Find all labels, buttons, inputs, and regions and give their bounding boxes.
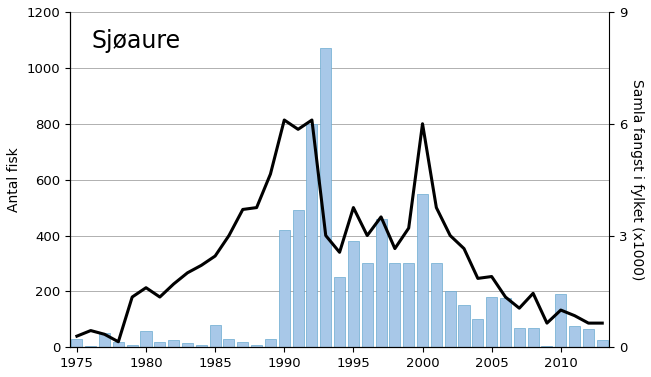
Bar bbox=[113, 342, 124, 347]
Bar bbox=[472, 319, 483, 347]
Bar bbox=[182, 343, 193, 347]
Bar bbox=[362, 264, 373, 347]
Bar bbox=[168, 340, 179, 347]
Bar bbox=[445, 291, 456, 347]
Bar bbox=[431, 264, 442, 347]
Text: Sjøaure: Sjøaure bbox=[92, 29, 181, 53]
Bar bbox=[210, 325, 221, 347]
Bar bbox=[376, 219, 387, 347]
Bar bbox=[555, 294, 566, 347]
Bar bbox=[458, 305, 469, 347]
Bar bbox=[542, 346, 553, 347]
Bar bbox=[196, 345, 207, 347]
Bar bbox=[569, 326, 580, 347]
Y-axis label: Antal fisk: Antal fisk bbox=[7, 147, 21, 212]
Bar bbox=[500, 299, 511, 347]
Bar bbox=[334, 277, 345, 347]
Bar bbox=[486, 297, 497, 347]
Bar bbox=[141, 331, 152, 347]
Bar bbox=[127, 345, 138, 347]
Bar bbox=[307, 124, 318, 347]
Bar bbox=[348, 241, 359, 347]
Bar bbox=[279, 230, 290, 347]
Bar bbox=[237, 342, 248, 347]
Bar bbox=[417, 194, 428, 347]
Bar bbox=[265, 339, 276, 347]
Bar bbox=[251, 345, 262, 347]
Bar bbox=[85, 346, 96, 347]
Bar bbox=[99, 333, 110, 347]
Bar bbox=[320, 48, 331, 347]
Bar bbox=[583, 329, 594, 347]
Bar bbox=[223, 339, 234, 347]
Bar bbox=[389, 264, 400, 347]
Bar bbox=[514, 328, 525, 347]
Y-axis label: Samla fangst i fylket (x1000): Samla fangst i fylket (x1000) bbox=[630, 79, 644, 280]
Bar bbox=[597, 340, 608, 347]
Bar bbox=[154, 342, 165, 347]
Bar bbox=[403, 264, 414, 347]
Bar bbox=[292, 210, 303, 347]
Bar bbox=[72, 339, 83, 347]
Bar bbox=[527, 328, 538, 347]
